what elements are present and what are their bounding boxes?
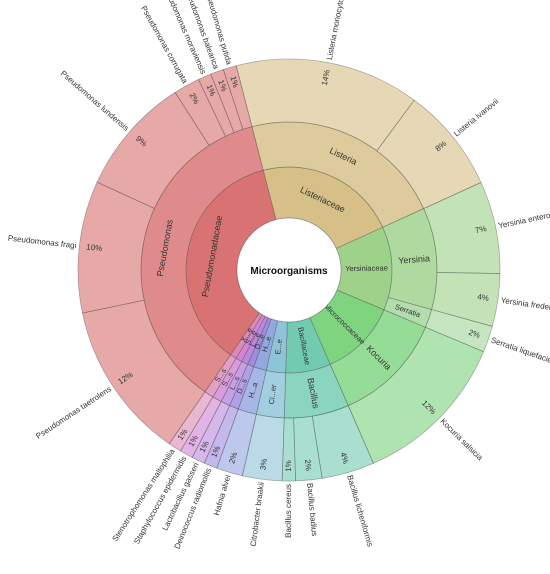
species-arc-pseudomonas-putida[interactable] [222,65,253,130]
species-arc-pseudomonas-corrugata[interactable] [174,78,226,146]
species-name-bacillus-badius: Bacillus badius [305,483,319,537]
species-name-bacillus-cereus: Bacillus cereus [284,484,293,538]
species-pct-pseudomonas-fragi: 10% [86,242,103,253]
genus-arc-yersinia[interactable] [382,208,438,310]
family-label-h-e: H...e [260,335,273,353]
family-label-e-e: E...e [273,339,284,355]
center-label: Microorganisms [250,266,328,277]
species-pct-pseudomonas-moraviensis: 1% [204,83,217,97]
species-name-kocuria-salsicia: Kocuria salsicia [439,417,485,463]
genus-label-yersinia: Yersinia [398,253,430,265]
species-arc-listeria-ivanovii[interactable] [376,99,482,210]
species-arc-serratia-liquefaciens[interactable] [425,309,493,353]
species-name-pseudomonas-lundensis: Pseudomonas lundensis [59,69,131,133]
species-arc-citrobacter-braakii[interactable] [241,413,285,482]
genus-arc-lactobacillus[interactable] [220,361,249,406]
species-pct-lactobacillus-gasseri: 1% [198,440,211,454]
species-arc-yersinia-frederiksenii[interactable] [431,272,501,327]
species-arc-pseudomonas-balearica[interactable] [210,69,244,134]
genus-arc-staphylococcus[interactable] [212,357,243,402]
family-ring [185,166,393,374]
species-arc-kocuria-salsicia[interactable] [347,326,485,464]
species-pct-serratia-liquefaciens: 2% [467,328,481,340]
species-arc-pseudomonas-fragi[interactable] [77,181,155,314]
species-pct-yersinia-enterocolitica: 7% [474,224,487,235]
species-ring [77,58,501,482]
species-arc-listeria-monocytogenes[interactable] [235,58,415,152]
center-circle [236,217,342,323]
species-arc-bacillus-badius[interactable] [293,415,323,482]
species-pct-pseudomonas-putida: 1% [228,75,240,89]
species-name-citrobacter-braakii: Citrobacter braakii [249,481,266,547]
family-arc-pseudomonadaceae[interactable] [185,169,277,356]
species-pct-bacillus-badius: 2% [303,459,313,471]
species-pct-bacillus-licheniformis: 4% [339,451,351,465]
species-pct-citrobacter-braakii: 3% [258,458,268,471]
species-name-bacillus-licheniformis: Bacillus licheniformis [345,474,374,548]
species-arc-staphylococcus-epidermidis[interactable] [179,396,222,458]
species-pct-hafnia-alvei: 2% [227,451,239,465]
species-name-pseudomonas-taetrolens: Pseudomonas taetrolens [34,384,113,440]
genus-label-citrobacter: Ci...er [267,383,279,404]
genus-ring [140,121,438,419]
species-name-listeria-ivanovii: Listeria ivanovii [452,97,500,139]
genus-arc-citrobacter[interactable] [255,370,287,419]
species-arc-hafnia-alvei[interactable] [216,408,257,477]
species-arc-pseudomonas-moraviensis[interactable] [197,73,235,137]
species-pct-deinococcus-radiomollis: 1% [209,445,222,459]
genus-arc-stenotrophomonas[interactable] [204,354,237,398]
species-name-hafnia-alvei: Hafnia alvei [212,474,233,517]
species-name-yersinia-enterocolitica: Yersinia enterocolitica [498,206,550,231]
species-arc-deinococcus-radiomollis[interactable] [203,405,239,469]
species-name-listeria-monocytogenes: Listeria monocytogenes [325,0,350,61]
species-pct-pseudomonas-balearica: 1% [216,79,228,93]
family-label-yersiniaceae: Yersiniaceae [345,263,388,273]
species-name-yersinia-frederiksenii: Yersinia frederiksenii [500,296,550,315]
genus-arc-hafnia[interactable] [237,366,267,415]
species-pct-bacillus-cereus: 1% [284,460,293,472]
genus-arc-deinococcus[interactable] [229,363,255,410]
species-arc-bacillus-cereus[interactable] [281,417,296,482]
species-name-serratia-liquefaciens: Serratia liquefaciens [490,336,550,368]
species-pct-yersinia-frederiksenii: 4% [477,292,490,303]
species-name-pseudomonas-fragi: Pseudomonas fragi [7,234,77,251]
species-pct-listeria-monocytogenes: 14% [320,69,332,86]
